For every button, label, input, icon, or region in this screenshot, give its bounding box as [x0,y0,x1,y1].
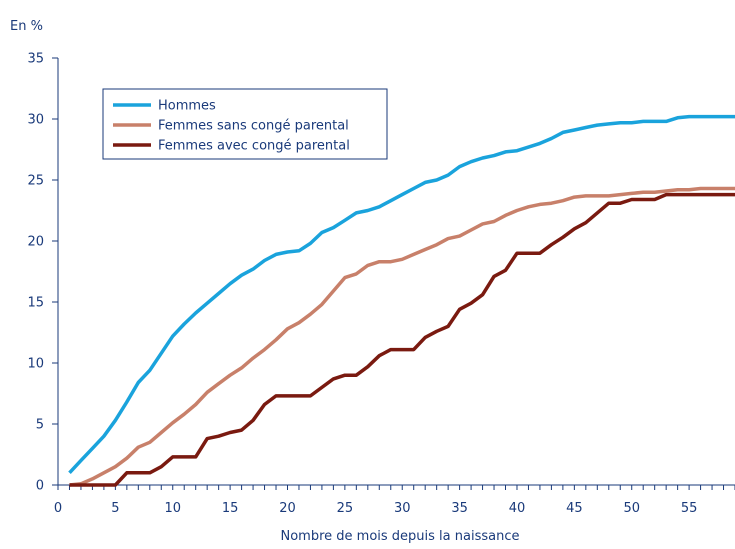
x-tick-label: 45 [566,501,583,516]
x-axis-title: Nombre de mois depuis la naissance [281,529,520,544]
x-tick-label: 5 [111,501,119,516]
series-line-2 [69,192,735,487]
y-tick-label: 30 [27,113,44,128]
y-axis-title: En % [10,19,43,34]
y-tick-label: 10 [27,357,44,372]
y-tick-label: 0 [36,479,44,494]
x-tick-label: 30 [394,501,411,516]
legend: Hommes Femmes sans congé parental Femmes a… [102,88,388,160]
legend-label-1: Femmes sans congé parental [158,119,349,134]
x-tick-label: 20 [279,501,296,516]
y-tick-label: 15 [27,296,44,311]
y-tick-label: 35 [27,52,44,67]
legend-label-0: Hommes [158,99,216,114]
series-line-0 [68,114,735,474]
x-tick-label: 55 [681,501,698,516]
y-tick-label: 20 [27,235,44,250]
y-tick-label: 25 [27,174,44,189]
legend-label-2: Femmes avec congé parental [158,139,350,154]
series-line-1 [69,186,735,487]
x-tick-label: 50 [623,501,640,516]
x-tick-label: 40 [509,501,526,516]
y-tick-label: 5 [36,418,44,433]
x-tick-label: 0 [54,501,62,516]
x-tick-label: 35 [451,501,468,516]
x-tick-label: 25 [337,501,354,516]
x-tick-label: 15 [222,501,239,516]
x-tick-label: 10 [164,501,181,516]
series-layer [68,114,735,487]
